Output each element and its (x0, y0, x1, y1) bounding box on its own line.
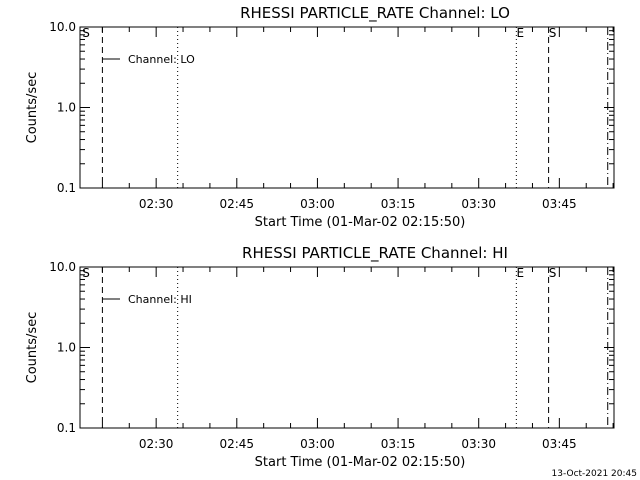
y-tick-label: 10.0 (49, 20, 76, 34)
event-marker-label: S (82, 266, 90, 280)
event-marker-label: S (549, 26, 557, 40)
x-tick-label: 02:45 (219, 437, 254, 451)
x-tick-label: 02:45 (219, 197, 254, 211)
event-marker-label: S (549, 266, 557, 280)
event-marker-label: E (517, 266, 525, 280)
chart-panel-hi: RHESSI PARTICLE_RATE Channel: HI 10.0 1.0 0… (25, 244, 615, 470)
x-tick-label: 03:00 (300, 437, 335, 451)
plot-frame (79, 26, 615, 189)
x-tick-label: 03:00 (300, 197, 335, 211)
x-tick-label: 03:30 (461, 197, 496, 211)
chart-title: RHESSI PARTICLE_RATE Channel: HI (242, 244, 508, 263)
x-axis-label: Start Time (01-Mar-02 02:15:50) (255, 455, 466, 470)
y-tick-label: 1.0 (57, 101, 76, 115)
y-tick-label: 0.1 (57, 421, 76, 435)
y-tick-label: 1.0 (57, 341, 76, 355)
y-tick-label: 0.1 (57, 181, 76, 195)
event-marker-label: S (82, 26, 90, 40)
x-tick-label: 03:30 (461, 437, 496, 451)
y-axis-label: Counts/sec (25, 312, 40, 384)
x-tick-label: 03:45 (542, 437, 577, 451)
x-tick-label: 02:30 (139, 437, 174, 451)
plot-frame (79, 266, 615, 429)
y-tick-label: 10.0 (49, 260, 76, 274)
x-axis-label: Start Time (01-Mar-02 02:15:50) (255, 215, 466, 230)
legend-label: Channel: LO (128, 53, 195, 66)
event-marker-label: E (517, 26, 525, 40)
x-tick-label: 03:15 (381, 197, 416, 211)
y-axis-label: Counts/sec (25, 72, 40, 144)
legend-label: Channel: HI (128, 293, 192, 306)
x-tick-label: 02:30 (139, 197, 174, 211)
x-tick-label: 03:15 (381, 437, 416, 451)
chart-title: RHESSI PARTICLE_RATE Channel: LO (240, 4, 510, 23)
timestamp-footer: 13-Oct-2021 20:45 (552, 469, 637, 479)
x-tick-label: 03:45 (542, 197, 577, 211)
chart-panel-lo: RHESSI PARTICLE_RATE Channel: LO 10.0 1.0 0… (25, 4, 615, 230)
